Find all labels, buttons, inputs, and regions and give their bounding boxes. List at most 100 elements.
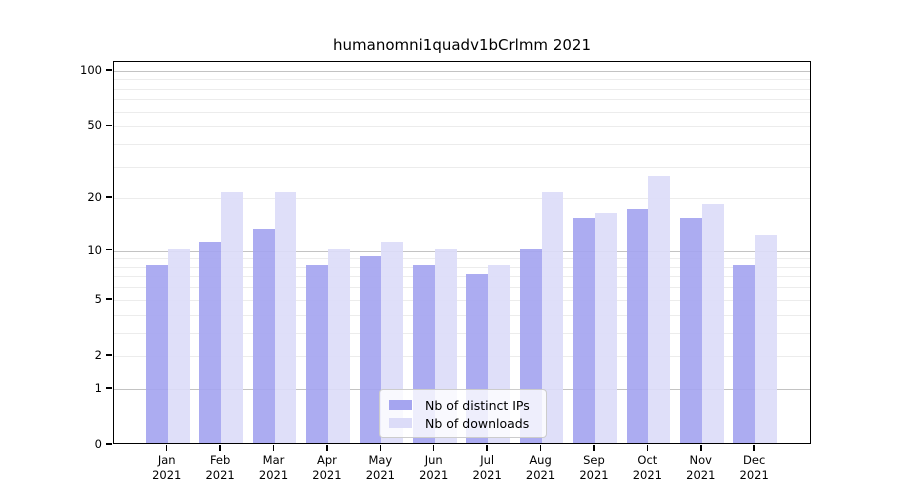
x-tick-label: Nov 2021: [671, 453, 731, 482]
legend-label-distinct-ips: Nb of distinct IPs: [425, 397, 530, 413]
x-tick: [646, 445, 649, 451]
x-tick-year: 2021: [365, 467, 395, 482]
x-tick-year: 2021: [419, 467, 449, 482]
gridline-minor: [114, 79, 810, 81]
bar-distinct-ips-mar: [252, 229, 275, 443]
x-tick: [326, 445, 328, 451]
legend-item-distinct-ips: Nb of distinct IPs: [389, 397, 537, 413]
gridline-minor: [114, 258, 810, 260]
bar-distinct-ips-feb: [199, 241, 222, 443]
bar-distinct-ips-oct: [626, 208, 649, 443]
x-tick: [165, 445, 168, 451]
gridline-minor: [114, 276, 810, 278]
y-tick: [106, 124, 112, 127]
x-tick: [219, 445, 221, 451]
bar-distinct-ips-nov: [679, 218, 702, 443]
y-tick-label: 100: [80, 62, 102, 77]
x-tick-year: 2021: [579, 467, 609, 482]
y-tick: [106, 69, 112, 71]
gridline-minor: [114, 299, 810, 301]
x-tick-month: Aug: [529, 453, 552, 467]
bar-downloads-nov: [701, 204, 724, 443]
gridline-minor: [114, 266, 810, 268]
x-tick-month: May: [368, 453, 393, 467]
x-tick-label: Oct 2021: [617, 453, 677, 482]
x-tick-month: Oct: [637, 453, 658, 467]
y-tick: [106, 248, 112, 251]
x-tick-year: 2021: [258, 467, 289, 482]
bar-downloads-dec: [755, 235, 777, 443]
y-tick-label: 10: [87, 242, 102, 257]
x-tick-year: 2021: [312, 467, 342, 482]
x-tick-year: 2021: [686, 467, 716, 482]
gridline-minor: [114, 314, 810, 316]
x-tick: [753, 445, 755, 451]
x-tick-month: Sep: [583, 453, 605, 467]
x-tick-label: Mar 2021: [244, 453, 304, 482]
y-tick: [106, 354, 112, 356]
gridline-major: [114, 70, 810, 72]
x-tick-month: Apr: [316, 453, 337, 467]
x-tick-month: Mar: [262, 453, 285, 467]
x-tick-label: Jan 2021: [137, 453, 197, 482]
x-tick-year: 2021: [152, 467, 182, 482]
y-tick: [106, 443, 112, 445]
legend-swatch-distinct-ips: [389, 400, 412, 410]
plot-area: [113, 61, 811, 444]
x-tick: [539, 445, 542, 451]
bar-downloads-jan: [167, 248, 190, 443]
gridline-minor: [114, 198, 810, 200]
gridline-minor: [114, 332, 810, 334]
gridline-minor: [114, 143, 810, 145]
x-tick-month: Jan: [157, 453, 176, 467]
bar-distinct-ips-sep: [573, 218, 595, 443]
x-tick: [486, 445, 488, 451]
y-tick: [106, 387, 112, 389]
bar-distinct-ips-may: [359, 256, 382, 443]
y-tick-label: 0: [94, 437, 102, 451]
x-tick-year: 2021: [472, 467, 502, 482]
x-tick: [272, 445, 275, 451]
gridline-minor: [114, 166, 810, 168]
y-tick-label: 50: [87, 118, 102, 133]
y-tick: [106, 298, 112, 300]
legend: Nb of distinct IPs Nb of downloads: [379, 389, 547, 438]
x-tick-month: Jul: [480, 453, 495, 467]
y-tick-label: 5: [94, 291, 102, 306]
bar-downloads-apr: [327, 248, 350, 443]
y-tick-label: 1: [94, 380, 102, 395]
legend-swatch-downloads: [389, 418, 412, 428]
x-tick: [593, 445, 595, 451]
x-tick: [432, 445, 435, 451]
bar-distinct-ips-apr: [306, 264, 328, 443]
bar-distinct-ips-dec: [733, 264, 756, 443]
gridline-minor: [114, 126, 810, 128]
bar-downloads-aug: [541, 192, 564, 443]
chart-title: humanomni1quadv1bCrlmm 2021: [333, 36, 591, 54]
bar-distinct-ips-jan: [145, 264, 168, 443]
gridline-minor: [114, 111, 810, 113]
y-tick-label: 20: [87, 190, 102, 205]
x-tick-month: Jun: [424, 453, 443, 467]
gridline-minor: [114, 88, 810, 90]
x-tick-label: May 2021: [350, 453, 410, 482]
x-tick-label: Aug 2021: [511, 453, 571, 482]
x-tick-year: 2021: [205, 467, 235, 482]
x-tick-year: 2021: [739, 467, 769, 482]
gridline-minor: [114, 99, 810, 101]
legend-label-downloads: Nb of downloads: [425, 415, 530, 431]
gridline-minor: [114, 287, 810, 289]
x-tick-label: Jun 2021: [404, 453, 464, 482]
x-tick: [700, 445, 702, 451]
x-tick: [379, 445, 382, 451]
gridline-minor: [114, 355, 810, 357]
y-tick: [106, 196, 112, 198]
x-tick-month: Dec: [743, 453, 766, 467]
bar-downloads-mar: [274, 192, 297, 443]
x-tick-label: Feb 2021: [190, 453, 250, 482]
x-tick-month: Nov: [689, 453, 712, 467]
x-tick-month: Feb: [209, 453, 231, 467]
x-tick-label: Sep 2021: [564, 453, 624, 482]
legend-item-downloads: Nb of downloads: [389, 415, 537, 431]
x-tick-year: 2021: [525, 467, 556, 482]
